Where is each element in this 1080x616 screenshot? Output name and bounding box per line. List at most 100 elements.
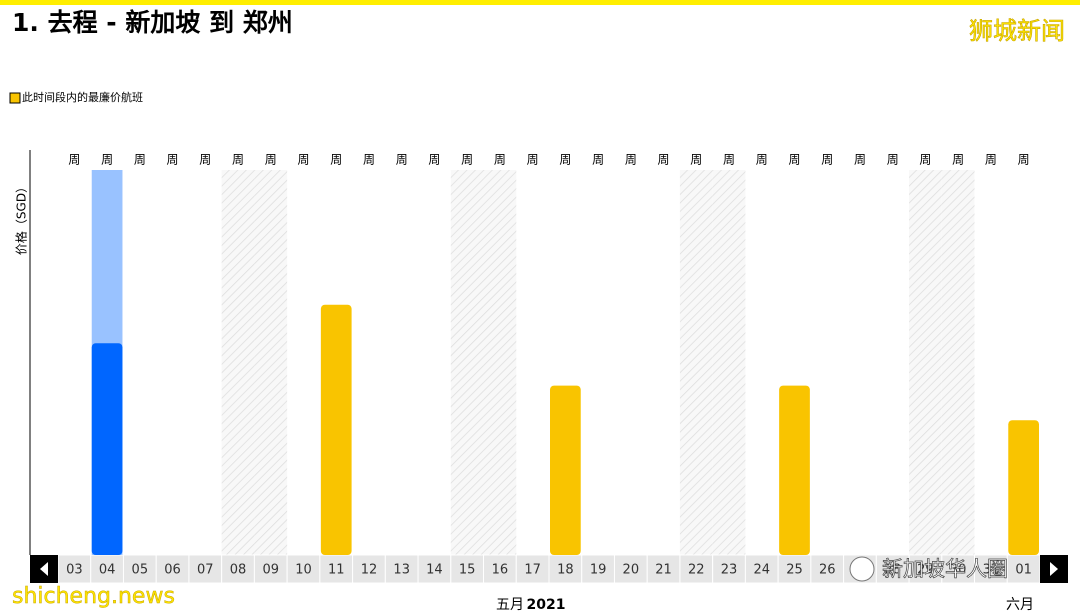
date-cell	[352, 554, 386, 584]
x-tick-label: 12	[361, 563, 378, 578]
weekday-label: 周	[461, 153, 473, 167]
date-cell	[646, 554, 681, 584]
weekday-label: 周	[952, 153, 964, 167]
bar	[779, 385, 810, 555]
top-stripe	[0, 0, 1080, 5]
weekend-column	[941, 170, 975, 555]
x-tick-label: 04	[99, 563, 116, 578]
x-tick-label: 01	[1015, 563, 1032, 578]
x-tick-label: 20	[623, 563, 640, 578]
date-cell	[319, 554, 354, 584]
weekday-label: 周	[101, 153, 113, 167]
x-tick-label: 11	[328, 563, 345, 578]
x-tick-label: 19	[590, 563, 607, 578]
weekend-column	[221, 170, 255, 555]
date-cell	[483, 554, 517, 584]
weekday-label: 周	[363, 153, 375, 167]
weekday-label: 周	[887, 153, 899, 167]
x-tick-label: 25	[786, 563, 803, 578]
date-cell	[679, 554, 714, 584]
chart: 03 周 04 周 05 周 06 周 07 周 08 周 09 周 10 周 11 周 12 周 13 周 14 周 15 周 1…	[57, 153, 1041, 584]
date-cell	[188, 554, 223, 584]
date-cell	[90, 554, 124, 584]
weekday-label: 周	[756, 153, 768, 167]
legend-swatch	[9, 92, 21, 104]
month-label: 六月	[1006, 597, 1034, 613]
weekday-label: 周	[723, 153, 735, 167]
x-tick-label: 18	[557, 563, 574, 578]
x-tick-label: 30	[950, 563, 967, 578]
date-cell	[450, 554, 485, 584]
date-cell	[417, 554, 452, 584]
weekday-label: 周	[1018, 153, 1030, 167]
weekday-label: 周	[559, 153, 571, 167]
weekend-column	[254, 170, 288, 555]
x-tick-label: 22	[688, 563, 705, 578]
x-tick-label: 07	[197, 563, 214, 578]
date-cell	[941, 554, 976, 584]
weekday-label: 周	[494, 153, 506, 167]
weekday-label: 周	[265, 153, 277, 167]
weekday-label: 周	[297, 153, 309, 167]
x-tick-label: 15	[459, 563, 476, 578]
bar	[550, 385, 581, 555]
date-cell	[712, 554, 746, 584]
date-cell	[581, 554, 615, 584]
weekday-label: 周	[919, 153, 931, 167]
x-tick-label: 03	[66, 563, 83, 578]
site-watermark: shicheng.news	[12, 584, 175, 609]
weekday-label: 周	[428, 153, 440, 167]
weekday-label: 周	[821, 153, 833, 167]
x-tick-label: 09	[262, 563, 279, 578]
weekend-column	[450, 170, 484, 555]
x-tick-label: 14	[426, 563, 443, 578]
x-tick-label: 05	[132, 563, 149, 578]
x-tick-label: 16	[492, 563, 509, 578]
weekday-label: 周	[985, 153, 997, 167]
wechat-icon	[849, 556, 875, 582]
x-tick-label: 08	[230, 563, 247, 578]
x-tick-label: 13	[393, 563, 410, 578]
weekday-label: 周	[527, 153, 539, 167]
weekday-label: 周	[68, 153, 80, 167]
weekday-label: 周	[592, 153, 604, 167]
weekday-label: 周	[199, 153, 211, 167]
prev-arrow	[40, 562, 48, 576]
date-cell	[548, 554, 583, 584]
x-tick-label: 28	[884, 563, 901, 578]
x-tick-label: 10	[295, 563, 312, 578]
weekday-label: 周	[690, 153, 702, 167]
weekday-label: 周	[330, 153, 342, 167]
date-cell	[777, 554, 812, 584]
weekday-label: 周	[625, 153, 637, 167]
weekday-label: 周	[232, 153, 244, 167]
weekday-label: 周	[134, 153, 146, 167]
x-tick-label: 23	[721, 563, 738, 578]
x-tick-label: 06	[164, 563, 181, 578]
weekend-column	[483, 170, 517, 555]
x-tick-label: 24	[753, 563, 770, 578]
date-cell	[221, 554, 255, 584]
weekday-label: 周	[788, 153, 800, 167]
weekend-column	[679, 170, 713, 555]
date-cell	[286, 554, 321, 584]
weekday-label: 周	[658, 153, 670, 167]
weekday-label: 周	[396, 153, 408, 167]
weekend-column	[712, 170, 746, 555]
bar	[91, 343, 123, 555]
year-label: 2021	[527, 597, 566, 613]
weekday-label: 周	[167, 153, 179, 167]
bar	[1008, 420, 1039, 555]
page-title: 1. 去程 - 新加坡 到 郑州	[12, 8, 293, 37]
brand: 狮城新闻	[969, 17, 1065, 45]
date-cell	[122, 554, 157, 584]
weekend-column	[909, 170, 942, 555]
y-axis-label: 价格（SGD）	[14, 181, 29, 255]
watermark: 新加坡华人圈	[882, 557, 1008, 581]
x-tick-label: 21	[655, 563, 672, 578]
x-tick-label: 26	[819, 563, 836, 578]
legend-label: 此时间段内的最廉价航班	[22, 90, 143, 104]
bar	[320, 304, 352, 555]
next-arrow	[1050, 562, 1058, 576]
